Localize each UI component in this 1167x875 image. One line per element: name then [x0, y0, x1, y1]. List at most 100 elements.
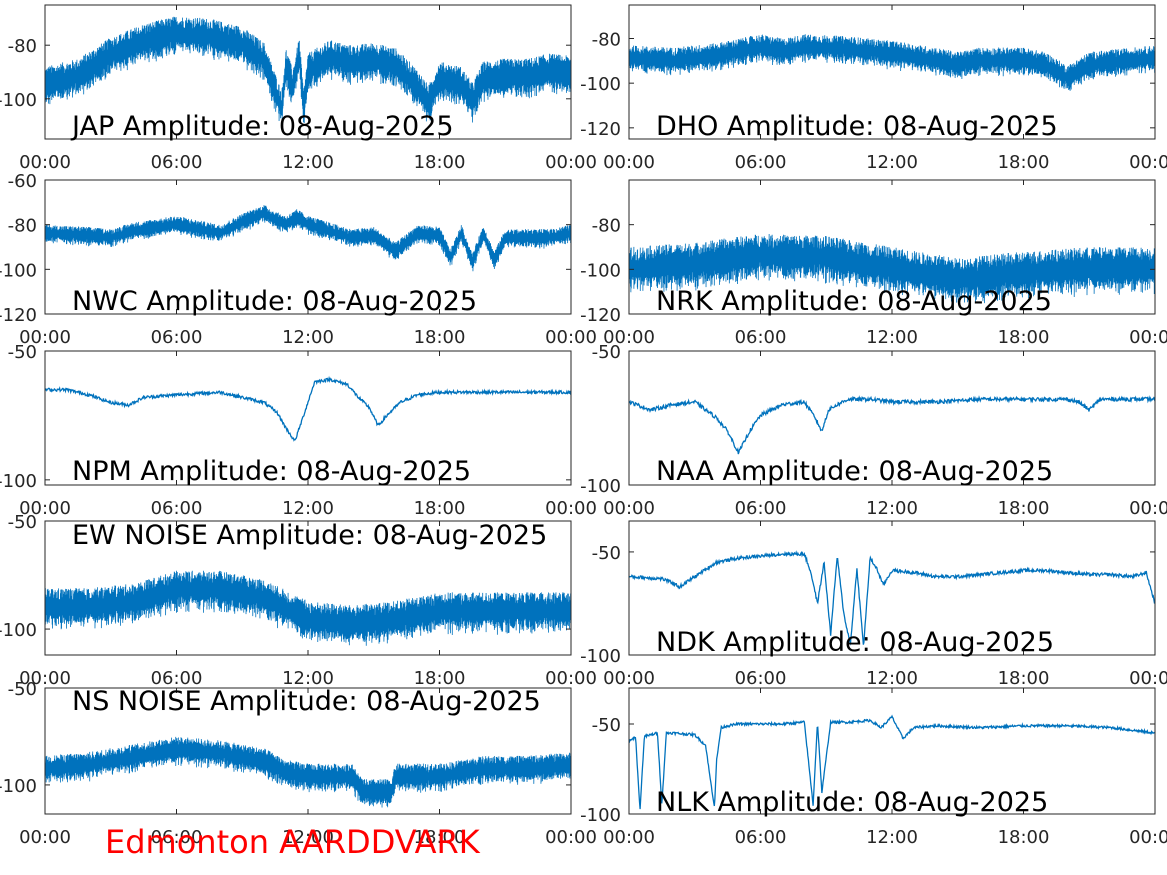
x-tick-label: 18:00 — [998, 827, 1050, 848]
panel-title: NPM Amplitude: 08-Aug-2025 — [72, 456, 471, 487]
panel-title: NWC Amplitude: 08-Aug-2025 — [72, 286, 477, 317]
x-tick-label: 12:00 — [282, 152, 334, 173]
y-tick-label: -50 — [8, 342, 37, 363]
y-tick-label: -50 — [592, 543, 621, 564]
series-line — [629, 233, 1155, 304]
x-tick-label: 06:00 — [151, 327, 203, 348]
panel-1: 00:00 06:00 12:00 18:00 00:00 -80 -100 -120 DHO … — [580, 4, 1167, 173]
x-tick-label: 06:00 — [735, 152, 787, 173]
panel-title: NRK Amplitude: 08-Aug-2025 — [656, 286, 1052, 317]
x-tick-label: 00:00 — [545, 668, 597, 689]
y-tick-label: -100 — [580, 646, 621, 667]
series-line — [629, 550, 1155, 646]
x-tick-label: 06:00 — [735, 827, 787, 848]
series-line — [45, 16, 571, 126]
series-line — [45, 736, 571, 808]
y-tick-label: -100 — [0, 471, 37, 492]
y-tick-label: -100 — [0, 90, 37, 111]
panel-title: NAA Amplitude: 08-Aug-2025 — [656, 456, 1053, 487]
x-tick-label: 00:00 — [1129, 827, 1167, 848]
y-tick-label: -50 — [8, 512, 37, 533]
y-tick-label: -50 — [592, 715, 621, 736]
x-tick-label: 00:00 — [19, 327, 71, 348]
x-tick-label: 00:00 — [545, 827, 597, 848]
x-tick-label: 18:00 — [998, 327, 1050, 348]
x-tick-label: 12:00 — [282, 668, 334, 689]
figure-footer-label: Edmonton AARDDVARK — [105, 823, 481, 861]
x-tick-label: 06:00 — [735, 498, 787, 519]
y-tick-label: -100 — [580, 260, 621, 281]
x-tick-label: 12:00 — [866, 152, 918, 173]
panel-title: NLK Amplitude: 08-Aug-2025 — [656, 787, 1048, 818]
x-tick-label: 00:00 — [1129, 327, 1167, 348]
y-tick-label: -50 — [8, 679, 37, 700]
x-tick-label: 12:00 — [282, 327, 334, 348]
panel-title: JAP Amplitude: 08-Aug-2025 — [70, 111, 454, 142]
x-tick-label: 00:00 — [603, 152, 655, 173]
y-tick-label: -80 — [592, 30, 621, 51]
x-tick-label: 00:00 — [603, 498, 655, 519]
panels: 00:00 06:00 12:00 18:00 00:00 -80 -100 JAP Ampl… — [0, 4, 1167, 848]
x-tick-label: 18:00 — [414, 827, 466, 848]
y-tick-label: -100 — [580, 805, 621, 826]
panel-0: 00:00 06:00 12:00 18:00 00:00 -80 -100 JAP Ampl… — [0, 4, 597, 173]
series-line — [45, 205, 571, 272]
panel-9: 00:00 06:00 12:00 18:00 00:00 -50 -100 NLK Ampl… — [580, 687, 1167, 848]
x-tick-label: 06:00 — [151, 668, 203, 689]
x-tick-label: 06:00 — [151, 152, 203, 173]
panel-2: 00:00 06:00 12:00 18:00 00:00 -60 -80 -100 -120 N… — [0, 171, 597, 348]
panel-7: 00:00 06:00 12:00 18:00 00:00 -50 -100 NDK Ampl… — [580, 520, 1167, 689]
x-tick-label: 12:00 — [282, 827, 334, 848]
series-line — [45, 570, 571, 646]
series-line — [629, 714, 1155, 810]
x-tick-label: 00:00 — [19, 827, 71, 848]
series-line — [629, 395, 1155, 455]
y-tick-label: -120 — [580, 305, 621, 326]
x-tick-label: 18:00 — [414, 327, 466, 348]
x-tick-label: 00:00 — [19, 498, 71, 519]
x-tick-label: 06:00 — [151, 498, 203, 519]
panel-title: NS NOISE Amplitude: 08-Aug-2025 — [72, 686, 541, 717]
y-tick-label: -80 — [8, 36, 37, 57]
x-tick-label: 00:00 — [603, 327, 655, 348]
x-tick-label: 00:00 — [1129, 152, 1167, 173]
x-tick-label: 12:00 — [866, 327, 918, 348]
x-tick-label: 18:00 — [998, 498, 1050, 519]
x-tick-label: 00:00 — [1129, 668, 1167, 689]
panel-title: EW NOISE Amplitude: 08-Aug-2025 — [72, 520, 547, 551]
panel-8: 00:00 06:00 12:00 18:00 00:00 -50 -100 NS NOISE… — [0, 679, 597, 848]
x-tick-label: 12:00 — [866, 668, 918, 689]
x-tick-label: 12:00 — [866, 498, 918, 519]
x-tick-label: 00:00 — [19, 152, 71, 173]
panel-5: 00:00 06:00 12:00 18:00 00:00 -50 -100 NAA Ampl… — [580, 342, 1167, 519]
x-tick-label: 00:00 — [545, 327, 597, 348]
x-tick-label: 00:00 — [603, 668, 655, 689]
y-tick-label: -100 — [0, 776, 37, 797]
series-line — [45, 375, 571, 442]
x-tick-label: 12:00 — [866, 827, 918, 848]
y-tick-label: -60 — [8, 171, 37, 192]
panel-4: 00:00 06:00 12:00 18:00 00:00 -50 -100 NPM Ampl… — [0, 342, 597, 519]
x-tick-label: 12:00 — [282, 498, 334, 519]
x-tick-label: 06:00 — [151, 827, 203, 848]
x-tick-label: 06:00 — [735, 668, 787, 689]
y-tick-label: -100 — [580, 476, 621, 497]
x-tick-label: 00:00 — [19, 668, 71, 689]
y-tick-label: -100 — [0, 620, 37, 641]
y-tick-label: -100 — [580, 74, 621, 95]
x-tick-label: 00:00 — [603, 827, 655, 848]
x-tick-label: 00:00 — [545, 498, 597, 519]
y-tick-label: -120 — [580, 119, 621, 140]
x-tick-label: 00:00 — [1129, 498, 1167, 519]
x-tick-label: 00:00 — [545, 152, 597, 173]
y-tick-label: -50 — [592, 342, 621, 363]
x-tick-label: 06:00 — [735, 327, 787, 348]
y-tick-label: -120 — [0, 305, 37, 326]
panel-6: 00:00 06:00 12:00 18:00 00:00 -50 -100 EW NOISE… — [0, 512, 597, 689]
panel-title: NDK Amplitude: 08-Aug-2025 — [656, 627, 1054, 658]
y-tick-label: -80 — [8, 216, 37, 237]
x-tick-label: 18:00 — [414, 152, 466, 173]
x-tick-label: 18:00 — [998, 668, 1050, 689]
panel-title: DHO Amplitude: 08-Aug-2025 — [656, 111, 1058, 142]
